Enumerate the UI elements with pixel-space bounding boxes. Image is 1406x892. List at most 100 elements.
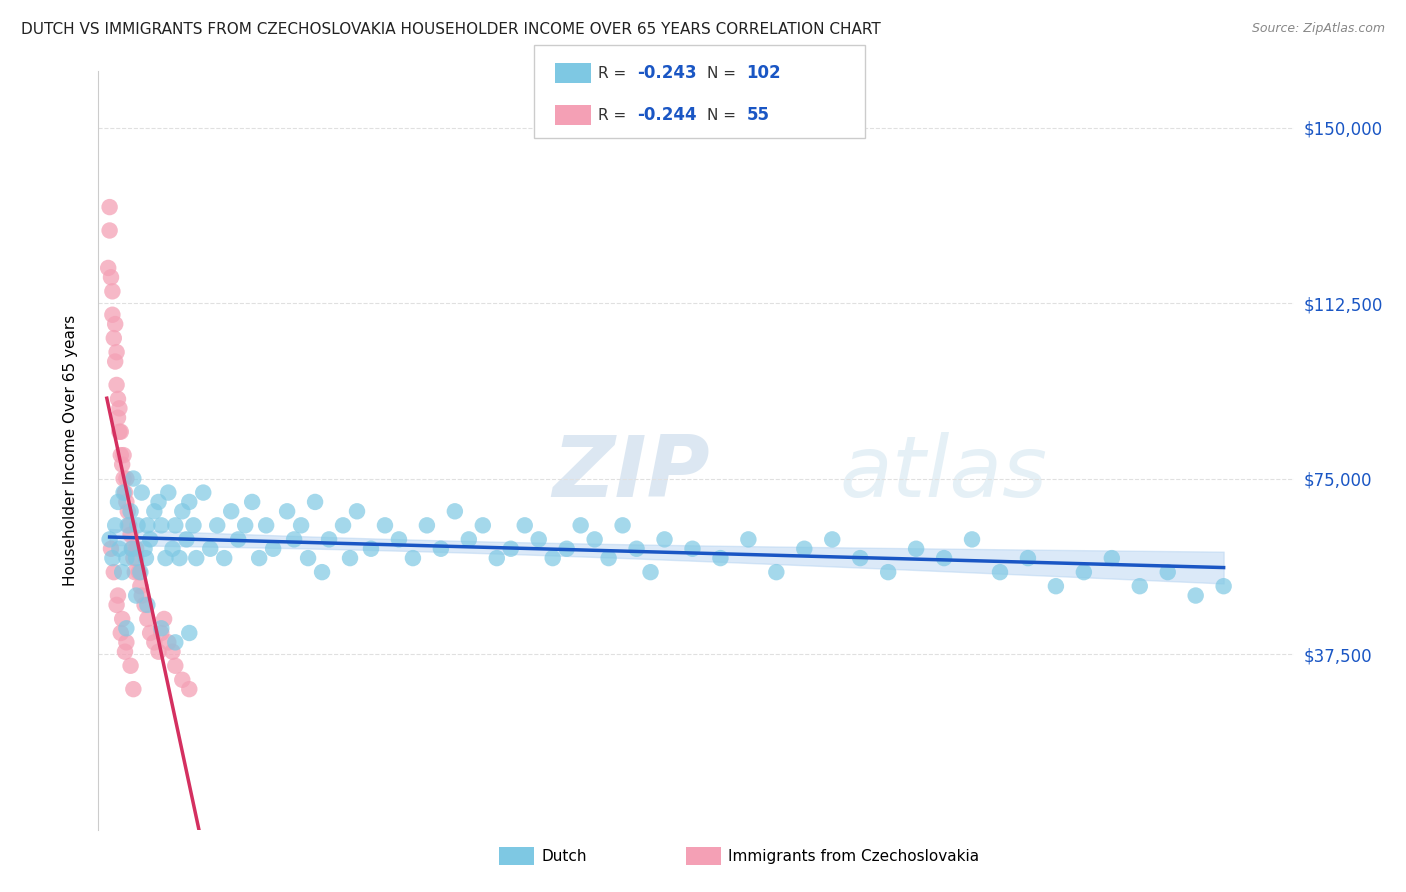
Point <box>120 504 142 518</box>
Point <box>121 541 143 556</box>
Point <box>290 518 312 533</box>
Point <box>107 589 129 603</box>
Point <box>97 260 120 275</box>
Text: atlas: atlas <box>839 432 1047 515</box>
Point <box>179 495 201 509</box>
Point <box>110 425 132 439</box>
Point <box>107 410 129 425</box>
Point <box>283 533 305 547</box>
Point <box>165 658 187 673</box>
Point <box>148 495 170 509</box>
Point <box>115 471 138 485</box>
Text: Immigrants from Czechoslovakia: Immigrants from Czechoslovakia <box>728 849 980 863</box>
Point <box>513 518 536 533</box>
Point <box>136 598 159 612</box>
Point <box>157 485 180 500</box>
Point <box>134 598 156 612</box>
Point <box>111 565 134 579</box>
Point <box>1017 551 1039 566</box>
Point <box>128 565 150 579</box>
Point <box>108 425 131 439</box>
Point <box>103 565 125 579</box>
Point <box>131 485 153 500</box>
Point <box>233 518 256 533</box>
Point <box>114 485 136 500</box>
Point <box>541 551 564 566</box>
Point <box>153 612 176 626</box>
Point <box>932 551 955 566</box>
Point <box>165 635 187 649</box>
Point <box>131 589 153 603</box>
Point <box>104 354 127 368</box>
Point <box>107 495 129 509</box>
Point <box>200 541 222 556</box>
Point <box>112 448 135 462</box>
Point <box>402 551 425 566</box>
Point <box>108 401 131 416</box>
Point <box>172 673 194 687</box>
Point <box>821 533 844 547</box>
Point <box>114 645 136 659</box>
Point <box>485 551 508 566</box>
Text: Dutch: Dutch <box>541 849 586 863</box>
Text: 55: 55 <box>747 106 769 124</box>
Point <box>108 541 131 556</box>
Point <box>332 518 354 533</box>
Point <box>654 533 676 547</box>
Point <box>527 533 550 547</box>
Point <box>100 541 122 556</box>
Point <box>117 518 139 533</box>
Point <box>125 589 148 603</box>
Point <box>98 533 121 547</box>
Point <box>120 527 142 541</box>
Point <box>125 551 148 566</box>
Text: Source: ZipAtlas.com: Source: ZipAtlas.com <box>1251 22 1385 36</box>
Point <box>1157 565 1180 579</box>
Point <box>104 518 127 533</box>
Point <box>226 533 249 547</box>
Point <box>297 551 319 566</box>
Point <box>988 565 1011 579</box>
Point <box>112 471 135 485</box>
Text: N =: N = <box>707 66 741 80</box>
Text: -0.243: -0.243 <box>637 64 696 82</box>
Point <box>176 533 198 547</box>
Point <box>247 551 270 566</box>
Point <box>139 533 162 547</box>
Point <box>212 551 235 566</box>
Point <box>143 635 166 649</box>
Point <box>193 485 215 500</box>
Point <box>1045 579 1067 593</box>
Point <box>598 551 620 566</box>
Point <box>339 551 361 566</box>
Point <box>179 626 201 640</box>
Point <box>105 378 128 392</box>
Point <box>1212 579 1234 593</box>
Point <box>457 533 479 547</box>
Point <box>240 495 263 509</box>
Point <box>262 541 284 556</box>
Point <box>122 551 145 566</box>
Point <box>105 598 128 612</box>
Point <box>311 565 333 579</box>
Point <box>143 504 166 518</box>
Point <box>304 495 326 509</box>
Point <box>318 533 340 547</box>
Point <box>765 565 787 579</box>
Point <box>103 331 125 345</box>
Point <box>111 458 134 472</box>
Text: N =: N = <box>707 108 741 122</box>
Point <box>737 533 759 547</box>
Point <box>430 541 453 556</box>
Point <box>111 612 134 626</box>
Point <box>101 308 124 322</box>
Point <box>121 541 143 556</box>
Point <box>110 448 132 462</box>
Point <box>682 541 704 556</box>
Point <box>709 551 731 566</box>
Point <box>129 565 152 579</box>
Text: -0.244: -0.244 <box>637 106 696 124</box>
Text: R =: R = <box>598 108 631 122</box>
Point <box>162 541 184 556</box>
Point <box>499 541 522 556</box>
